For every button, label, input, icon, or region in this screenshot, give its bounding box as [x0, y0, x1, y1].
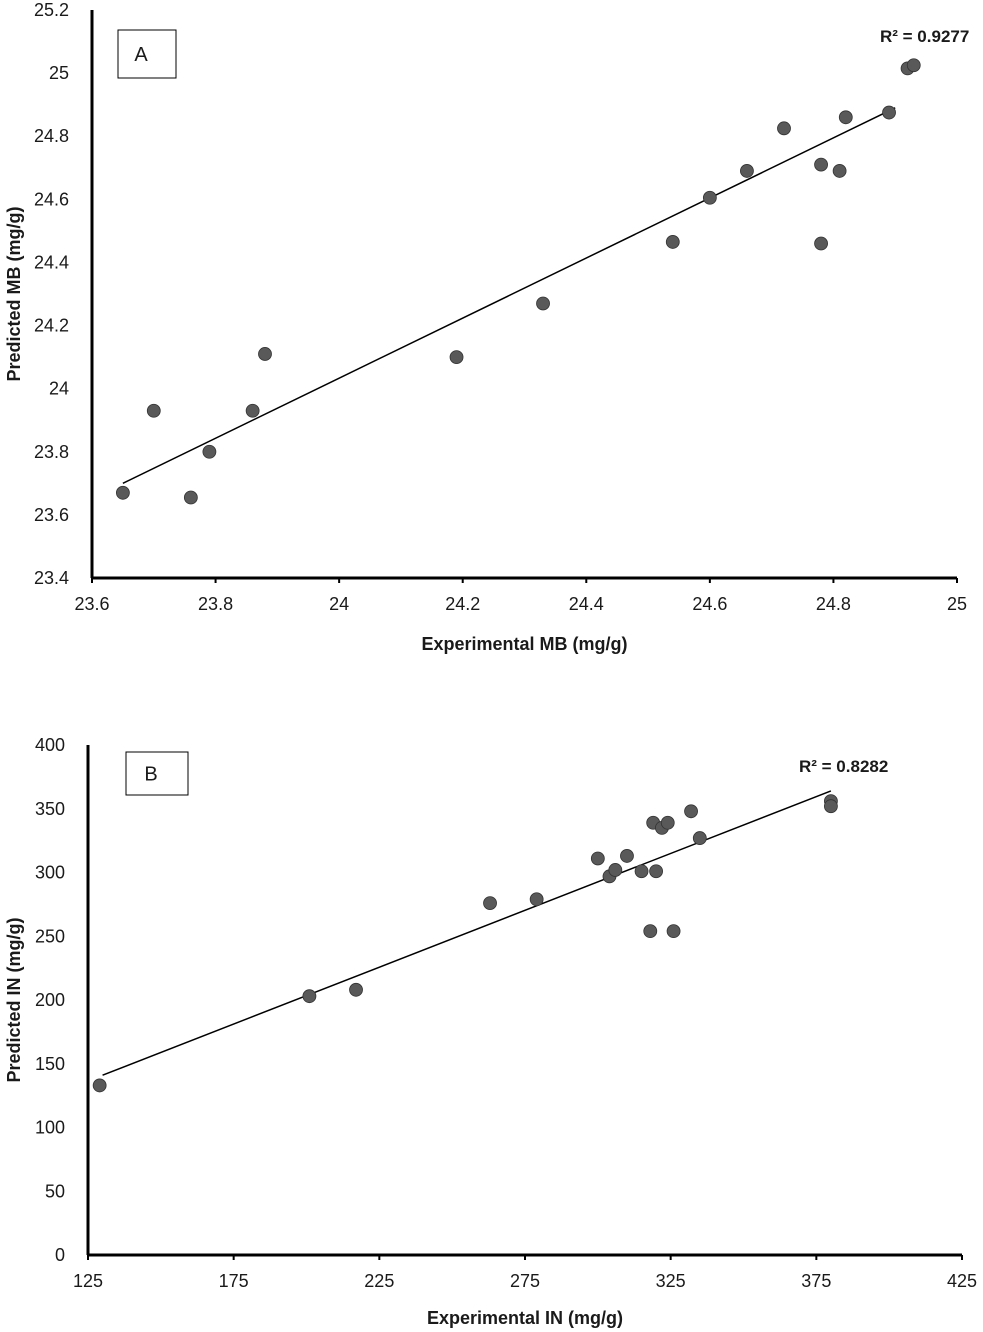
chart-a-point — [702, 190, 717, 205]
chart-a-y-tick-label: 24 — [49, 379, 69, 399]
chart-a-x-axis-title: Experimental MB (mg/g) — [421, 634, 627, 654]
chart-a-point — [832, 164, 847, 178]
chart-a-point — [740, 164, 754, 178]
chart-a-y-axis-title: Predicted MB (mg/g) — [4, 206, 24, 381]
chart-b-panel-label: B — [144, 764, 157, 786]
chart-a-y-tick-label: 25 — [49, 63, 69, 83]
chart-a-point — [245, 403, 260, 418]
chart-b-y-tick-label: 200 — [35, 990, 65, 1010]
chart-a-point — [777, 121, 791, 136]
chart-b-trendline — [102, 790, 832, 1076]
chart-a-point — [449, 350, 464, 365]
chart-b-y-tick-label: 400 — [35, 735, 65, 755]
chart-a-point — [838, 110, 853, 125]
chart-b-y-tick-label: 100 — [35, 1118, 65, 1138]
chart-b-point — [666, 924, 681, 939]
chart-a-trendline — [122, 107, 896, 485]
chart-b-r-squared: R² = 0.8282 — [799, 757, 888, 776]
chart-b-point — [692, 831, 707, 845]
chart-b-point — [302, 989, 317, 1004]
chart-b-x-tick-label: 325 — [656, 1271, 686, 1291]
chart-b-point — [634, 864, 649, 879]
chart-b-x-tick-label: 175 — [219, 1271, 249, 1291]
chart-b-x-axis-title: Experimental IN (mg/g) — [427, 1308, 623, 1328]
chart-b-y-tick-label: 250 — [35, 926, 65, 946]
chart-b-point — [620, 849, 634, 863]
chart-b-y-tick-label: 300 — [35, 863, 65, 883]
chart-b-point — [608, 863, 623, 877]
chart-a-y-tick-label: 25.2 — [34, 0, 69, 20]
chart-a-x-tick-label: 25 — [947, 594, 967, 614]
chart-b-point — [649, 864, 663, 879]
chart-a-r-squared: R² = 0.9277 — [880, 27, 969, 46]
chart-a-panel-label-box — [117, 29, 177, 79]
chart-b-point — [349, 982, 363, 997]
chart-b-x-tick-label: 375 — [801, 1271, 831, 1291]
chart-b-x-tick-label: 425 — [947, 1271, 977, 1291]
chart-b-x-tick-label: 125 — [73, 1271, 103, 1291]
chart-a-y-tick-label: 23.4 — [34, 568, 69, 588]
chart-b-x-tick-label: 275 — [510, 1271, 540, 1291]
chart-a-point — [814, 236, 828, 251]
chart-a-y-tick-label: 24.4 — [34, 252, 69, 272]
chart-a-x-tick-label: 24.6 — [692, 594, 727, 614]
chart-a-x-tick-label: 24.2 — [445, 594, 480, 614]
chart-b-point — [483, 896, 497, 910]
chart-a-y-tick-label: 24.2 — [34, 316, 69, 336]
chart-a-point — [183, 490, 198, 505]
chart-a-point — [814, 157, 828, 172]
chart-a-x-tick-label: 23.6 — [74, 594, 109, 614]
chart-b-point — [92, 1078, 107, 1093]
chart-b-y-tick-label: 150 — [35, 1054, 65, 1074]
chart-a-point — [882, 105, 896, 120]
chart-a-point — [665, 235, 680, 249]
chart-b-point — [590, 851, 605, 866]
chart-a-point — [202, 444, 217, 459]
chart-b-y-tick-label: 0 — [55, 1245, 65, 1265]
chart-a-point — [146, 403, 161, 418]
chart-b-panel-label-box — [125, 751, 189, 796]
chart-a-y-tick-label: 23.8 — [34, 442, 69, 462]
chart-a-x-tick-label: 24 — [329, 594, 349, 614]
chart-b-point — [824, 799, 838, 814]
chart-a-point — [115, 485, 130, 500]
chart-a-x-tick-label: 23.8 — [198, 594, 233, 614]
chart-b-x-tick-label: 225 — [364, 1271, 394, 1291]
chart-a-point — [536, 296, 550, 311]
chart-a-y-tick-label: 24.8 — [34, 126, 69, 146]
chart-a-point — [906, 58, 921, 73]
chart-b-point — [529, 892, 544, 907]
chart-a-panel-label: A — [134, 44, 148, 66]
chart-a-x-tick-label: 24.4 — [569, 594, 604, 614]
chart-a-y-tick-label: 23.6 — [34, 505, 69, 525]
chart-b-point — [684, 804, 698, 819]
chart-b-y-axis-title: Predicted IN (mg/g) — [4, 917, 24, 1082]
chart-b-y-tick-label: 350 — [35, 799, 65, 819]
chart-b-y-tick-label: 50 — [45, 1181, 65, 1201]
chart-a-x-tick-label: 24.8 — [816, 594, 851, 614]
chart-b-point — [660, 815, 675, 830]
chart-b-point — [643, 924, 658, 939]
chart-a-y-tick-label: 24.6 — [34, 189, 69, 209]
chart-a-point — [258, 347, 272, 361]
